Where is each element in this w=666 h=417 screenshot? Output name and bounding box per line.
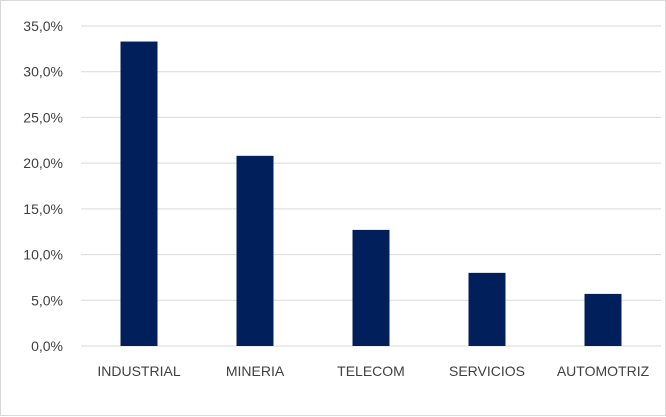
y-tick-label: 35,0% [23,18,63,34]
x-category-label: AUTOMOTRIZ [557,363,650,379]
y-tick-label: 5,0% [31,292,63,308]
x-category-label: MINERIA [226,363,285,379]
x-category-label: TELECOM [337,363,405,379]
bar-industrial [120,41,158,347]
y-tick-label: 25,0% [23,109,63,125]
y-tick-label: 0,0% [31,338,63,354]
y-tick-label: 15,0% [23,201,63,217]
x-category-label: SERVICIOS [449,363,525,379]
y-tick-label: 10,0% [23,247,63,263]
y-tick-label: 20,0% [23,155,63,171]
y-tick-label: 30,0% [23,64,63,80]
bar-automotriz [584,293,622,346]
bar-servicios [468,272,506,346]
x-category-label: INDUSTRIAL [97,363,180,379]
bar-telecom [352,229,390,346]
bar-mineria [236,155,274,346]
